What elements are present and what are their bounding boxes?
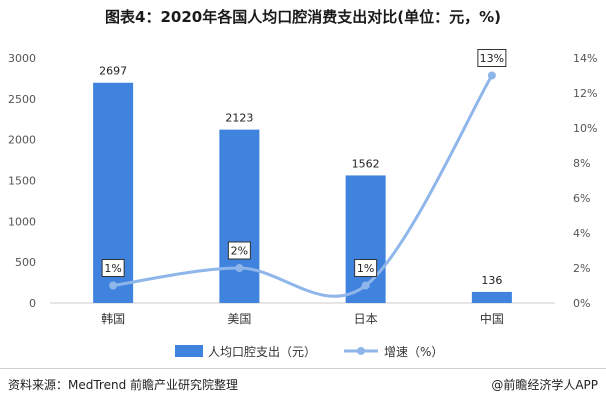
y-right-tick-label: 12% — [573, 87, 597, 100]
growth-point — [235, 264, 244, 272]
growth-point — [109, 281, 118, 290]
y-left-tick-label: 3000 — [8, 52, 36, 65]
y-left-tick-label: 500 — [15, 256, 36, 269]
y-left-tick-label: 2500 — [8, 93, 36, 106]
legend-bar-swatch — [175, 345, 203, 357]
source-note: 资料来源：MedTrend 前瞻产业研究院整理 — [8, 378, 239, 392]
growth-line — [112, 74, 494, 298]
y-left-tick-label: 0 — [29, 297, 36, 310]
legend-bar-label: 人均口腔支出（元） — [208, 344, 316, 359]
bar-value-label: 136 — [481, 274, 502, 287]
bar-value-label: 2123 — [225, 112, 253, 125]
x-tick-label: 中国 — [480, 311, 504, 326]
chart-title: 图表4：2020年各国人均口腔消费支出对比(单位：元，%) — [105, 8, 501, 26]
y-left-tick-label: 1500 — [8, 175, 36, 188]
y-left-tick-label: 2000 — [8, 134, 36, 147]
x-tick-label: 韩国 — [101, 311, 125, 326]
chart-plot: 0 500 1000 1500 2000 2500 3000 0% 2% 4% 6% 8% 10% 12%… — [8, 49, 597, 359]
bar — [219, 129, 260, 303]
growth-label-box — [227, 241, 251, 260]
y-right-tick-label: 6% — [573, 192, 590, 205]
legend-line-label: 增速（%） — [384, 345, 443, 359]
y-right-tick-label: 14% — [573, 52, 597, 65]
y-right-tick-label: 10% — [573, 122, 597, 135]
growth-point — [361, 281, 370, 290]
growth-label: 13% — [480, 52, 504, 65]
bar-value-label: 1562 — [352, 157, 380, 170]
growth-label-box — [101, 259, 125, 277]
y-right-tick-label: 4% — [573, 227, 590, 240]
x-tick-label: 美国 — [227, 312, 251, 326]
y-right-tick-label: 2% — [573, 262, 590, 275]
growth-label: 1% — [104, 262, 121, 275]
growth-label: 1% — [357, 262, 374, 275]
legend-line-marker — [357, 347, 365, 355]
growth-label: 2% — [231, 245, 248, 258]
bar-value-label: 2697 — [99, 65, 127, 78]
y-right-tick-label: 8% — [573, 157, 590, 170]
publisher-note: @前瞻经济学人APP — [491, 378, 598, 392]
bar — [471, 291, 512, 303]
y-left-tick-label: 1000 — [8, 215, 36, 228]
divider — [0, 368, 606, 369]
growth-label-box — [477, 49, 507, 67]
x-tick-label: 日本 — [354, 312, 378, 326]
y-right-tick-label: 0% — [573, 297, 590, 310]
growth-point — [487, 71, 496, 80]
growth-label-box — [354, 259, 378, 277]
